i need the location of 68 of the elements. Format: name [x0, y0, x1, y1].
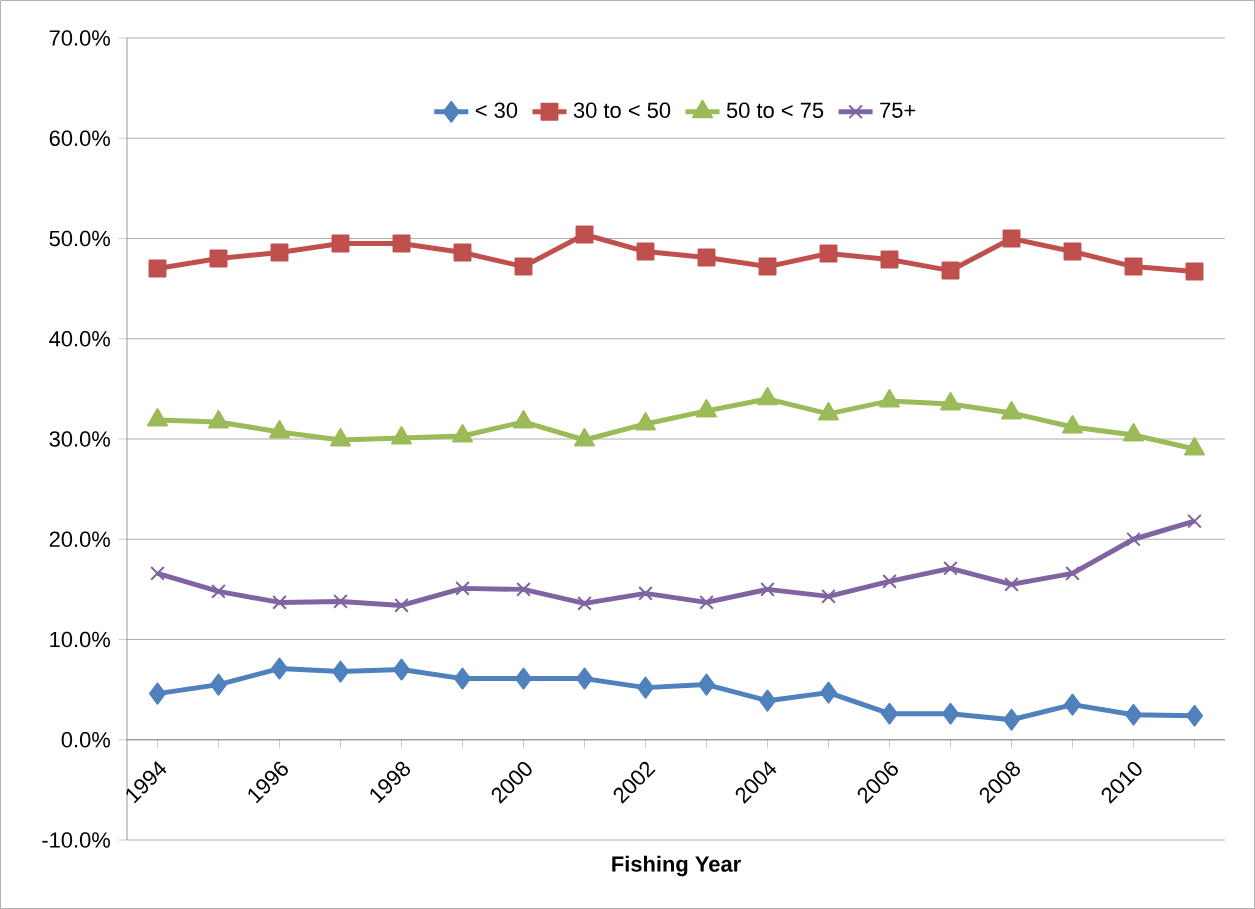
point	[515, 667, 532, 690]
point	[148, 259, 167, 278]
point	[758, 257, 777, 276]
point	[943, 560, 958, 576]
point	[638, 586, 653, 601]
point	[271, 657, 288, 680]
point	[392, 234, 411, 253]
y-tick-label: 40.0%	[49, 331, 110, 347]
point	[331, 234, 350, 253]
point	[454, 667, 471, 690]
point	[514, 257, 533, 276]
point	[941, 261, 960, 280]
point	[272, 595, 287, 610]
point	[332, 660, 349, 683]
y-tick-label: 20.0%	[49, 531, 110, 548]
y-tick-label: -10.0%	[42, 832, 110, 848]
point	[699, 595, 714, 610]
y-tick-label: 60.0%	[49, 130, 110, 147]
point	[576, 667, 593, 690]
point	[1004, 577, 1019, 592]
point	[394, 598, 409, 613]
point	[455, 581, 470, 596]
point	[150, 565, 165, 581]
point	[760, 582, 775, 597]
legend-label: 50 to < 75	[726, 102, 824, 119]
point	[882, 574, 897, 589]
point	[1125, 703, 1142, 726]
point	[1124, 257, 1143, 276]
point	[821, 589, 836, 604]
point	[1003, 708, 1020, 731]
point	[698, 673, 715, 696]
y-tick-label: 30.0%	[49, 431, 110, 447]
legend-label: < 30	[475, 102, 518, 119]
point	[1187, 513, 1202, 529]
point	[759, 689, 776, 712]
point	[270, 243, 289, 262]
point	[637, 676, 654, 699]
x-axis-title: Fishing Year	[612, 855, 741, 877]
point	[636, 242, 655, 261]
point	[209, 249, 228, 268]
point	[210, 673, 227, 696]
point	[880, 250, 899, 269]
point	[1185, 262, 1204, 281]
y-tick-label: 70.0%	[49, 30, 110, 46]
point	[1126, 531, 1141, 547]
point	[820, 681, 837, 704]
y-tick-label: 10.0%	[50, 631, 110, 648]
point	[149, 682, 166, 705]
y-tick-label: 0.0%	[61, 732, 110, 748]
point	[211, 584, 226, 599]
point	[819, 244, 838, 263]
point	[516, 582, 531, 597]
point	[453, 243, 472, 262]
legend-label: 75+	[880, 102, 916, 118]
y-tick-label: 50.0%	[49, 230, 110, 247]
point	[1002, 229, 1021, 248]
point	[881, 702, 898, 725]
point	[577, 596, 592, 611]
point	[1064, 693, 1081, 716]
point	[333, 594, 348, 609]
point	[575, 225, 594, 244]
legend-label: 30 to < 50	[573, 102, 671, 119]
point	[1065, 565, 1080, 581]
point	[697, 248, 716, 267]
point	[1186, 704, 1203, 727]
point	[393, 658, 410, 681]
point	[942, 702, 959, 725]
point	[1063, 242, 1082, 261]
